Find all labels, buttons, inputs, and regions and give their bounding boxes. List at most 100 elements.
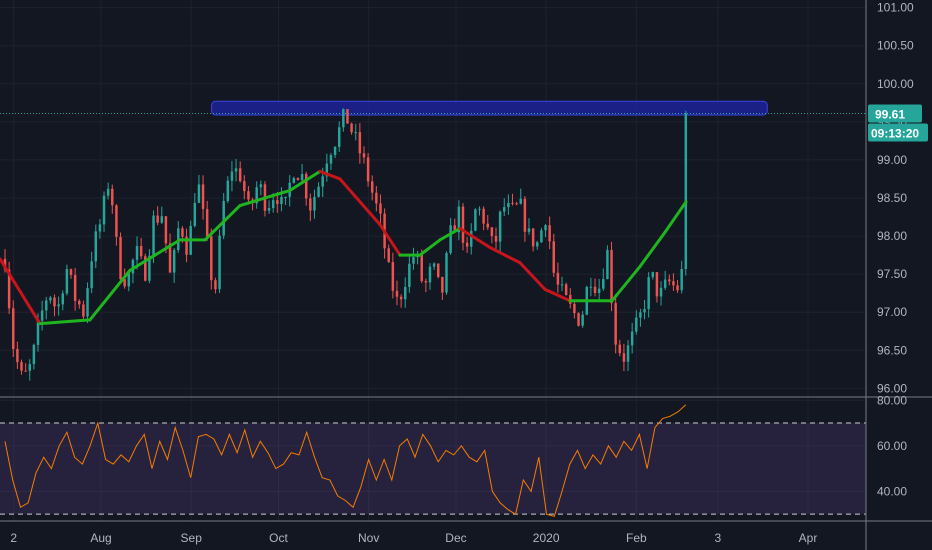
ma-segment [238, 188, 292, 208]
candle-body [65, 269, 69, 294]
candle-body [342, 109, 345, 128]
candle-body [647, 277, 650, 310]
candle-body [610, 249, 613, 304]
ma-segment [203, 204, 242, 242]
candle-body [445, 253, 448, 293]
x-tick-label: Feb [626, 531, 647, 545]
candle-body [259, 184, 263, 188]
candle-body [395, 290, 399, 297]
candle-body [606, 249, 609, 280]
candle-body [457, 206, 461, 233]
candle-body [544, 225, 547, 231]
candle-body [36, 320, 40, 345]
candle-body [643, 309, 646, 313]
candle-body [503, 207, 506, 212]
candle-body [218, 235, 221, 290]
candle-body [519, 198, 522, 204]
candle-body [177, 228, 180, 250]
candle-body [622, 353, 626, 362]
y-tick-label: 97.50 [877, 267, 907, 281]
candle-body [498, 211, 502, 242]
candle-body [635, 317, 638, 332]
candle-body [523, 198, 527, 232]
candle-body [486, 223, 489, 228]
candle-body [437, 263, 440, 277]
ma-segment [0, 257, 42, 326]
candle-body [115, 205, 118, 237]
candle-body [560, 284, 564, 286]
candle-body [123, 279, 126, 287]
candle-body [412, 257, 415, 264]
candle-body [156, 215, 159, 223]
oscillator-line [4, 404, 687, 518]
candle-body [317, 186, 320, 197]
candle-body [193, 202, 197, 226]
candle-body [185, 236, 188, 255]
x-tick-label: 2 [10, 531, 17, 545]
candle-body [309, 198, 312, 211]
candle-body [160, 216, 164, 223]
candle-body [672, 281, 675, 286]
last-price-label: 99.61 [875, 107, 905, 121]
ma-segment [610, 265, 642, 303]
y-tick-label: 101.00 [877, 1, 914, 15]
candle-body [313, 196, 316, 211]
x-tick-label: Nov [358, 531, 379, 545]
candle-body [86, 288, 89, 317]
x-tick-label: Oct [269, 531, 288, 545]
candle-body [420, 253, 423, 282]
candle-body [337, 127, 341, 147]
resistance-zone-box [211, 100, 768, 116]
candle-body [494, 236, 498, 242]
ma-segment [128, 238, 182, 272]
candle-body [148, 255, 151, 281]
candle-body [470, 230, 473, 247]
candle-body [626, 345, 630, 362]
candle-body [255, 187, 258, 204]
candle-body [32, 344, 36, 365]
candle-body [391, 262, 395, 291]
candle-body [346, 109, 349, 124]
candle-body [172, 249, 176, 273]
candle-body [432, 263, 436, 267]
x-tick-label: Apr [799, 531, 818, 545]
candle-body [379, 203, 382, 214]
candle-body [98, 224, 102, 232]
candle-body [90, 261, 93, 289]
candle-body [403, 287, 407, 300]
ma-segment [458, 226, 492, 249]
x-tick-label: 2020 [533, 531, 560, 545]
x-tick-label: Sep [181, 531, 203, 545]
candle-body [424, 281, 428, 283]
candle-body [680, 268, 683, 291]
candle-body [234, 168, 238, 172]
candle-body [135, 246, 139, 260]
candle-body [552, 241, 556, 273]
candle-body [94, 231, 98, 262]
candle-body [589, 286, 593, 288]
candle-body [581, 314, 584, 326]
candle-body [362, 153, 366, 158]
y-tick-label: 97.00 [877, 305, 907, 319]
candle-body [387, 248, 390, 263]
candle-body [354, 132, 357, 134]
candle-body [28, 364, 31, 371]
candle-body [144, 256, 147, 281]
candle-body [564, 284, 568, 295]
candle-body [296, 178, 300, 181]
countdown-label: 09:13:20 [871, 126, 919, 140]
candle-body [284, 196, 287, 198]
candle-body [20, 362, 23, 371]
candle-body [527, 228, 531, 232]
candle-body [131, 259, 135, 274]
candle-body [164, 216, 168, 244]
candle-body [465, 242, 469, 247]
candle-body [602, 279, 605, 289]
candle-body [78, 300, 81, 305]
candle-body [7, 269, 11, 309]
candle-body [511, 202, 514, 204]
last-price-badge [868, 104, 922, 123]
ma-segment [338, 177, 382, 227]
oscillator-panel [0, 404, 866, 518]
